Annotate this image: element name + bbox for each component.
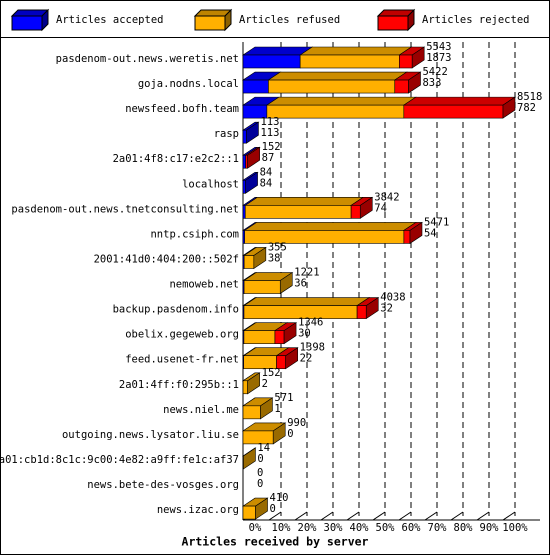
y-tick-label: news.izac.org xyxy=(157,504,239,516)
bar xyxy=(268,80,394,93)
accepted-label: 0 xyxy=(257,478,263,490)
x-tick-label: 80% xyxy=(454,522,474,534)
legend-swatch xyxy=(378,16,408,30)
y-tick-label: backup.pasdenom.info xyxy=(113,304,239,316)
legend-swatch xyxy=(12,16,42,30)
x-tick-label: 70% xyxy=(428,522,448,534)
legend-swatch xyxy=(195,16,225,30)
bar xyxy=(243,55,300,68)
bar xyxy=(243,406,260,419)
y-tick-label: news.bete-des-vosges.org xyxy=(87,479,239,491)
accepted-label: 32 xyxy=(380,303,393,315)
bar xyxy=(300,55,399,68)
bar xyxy=(243,506,256,519)
y-tick-label: 2a01:4f8:c17:e2c2::1 xyxy=(113,153,239,165)
x-tick-label: 40% xyxy=(350,522,370,534)
bar-top xyxy=(300,47,411,55)
y-tick-label: nntp.csiph.com xyxy=(150,228,239,240)
y-tick-label: 2a01:cb1d:8c1c:9c00:4e82:a9ff:fe1c:af37 xyxy=(0,454,239,466)
bar-top xyxy=(404,97,515,105)
accepted-label: 87 xyxy=(262,152,275,164)
accepted-label: 1 xyxy=(274,403,280,415)
axis-title: Articles received by server xyxy=(182,535,369,549)
bar xyxy=(395,80,409,93)
x-tick-label: 10% xyxy=(272,522,292,534)
x-tick-label: 0% xyxy=(249,522,262,534)
bar xyxy=(267,105,404,118)
x-tick-label: 20% xyxy=(298,522,318,534)
accepted-label: 2 xyxy=(262,378,268,390)
x-tick-label: 30% xyxy=(324,522,344,534)
y-tick-label: pasdenom-out.news.tnetconsulting.net xyxy=(11,203,239,215)
bar xyxy=(351,205,360,218)
bar xyxy=(243,130,246,143)
bar xyxy=(243,155,246,168)
legend-label: Articles accepted xyxy=(56,14,163,26)
y-tick-label: newsfeed.bofh.team xyxy=(125,103,239,115)
bar xyxy=(243,205,245,218)
x-tick-label: 90% xyxy=(480,522,500,534)
y-tick-label: rasp xyxy=(214,128,239,140)
accepted-label: 22 xyxy=(300,353,313,365)
accepted-label: 833 xyxy=(422,77,441,89)
y-tick-label: obelix.gegeweb.org xyxy=(125,329,239,341)
accepted-label: 30 xyxy=(298,328,311,340)
bar xyxy=(399,55,412,68)
accepted-label: 782 xyxy=(517,102,536,114)
bar xyxy=(243,180,246,193)
y-tick-label: localhost xyxy=(182,178,239,190)
y-tick-label: pasdenom-out.news.weretis.net xyxy=(56,53,239,65)
bar xyxy=(275,331,284,344)
accepted-label: 38 xyxy=(268,252,281,264)
accepted-label: 74 xyxy=(374,202,387,214)
y-tick-label: news.niel.me xyxy=(163,404,239,416)
accepted-label: 84 xyxy=(260,177,273,189)
accepted-label: 0 xyxy=(257,453,263,465)
y-tick-label: goja.nodns.local xyxy=(138,78,239,90)
bar-top xyxy=(244,298,369,306)
bar xyxy=(244,255,254,268)
bar xyxy=(404,105,503,118)
accepted-label: 0 xyxy=(270,503,276,515)
y-tick-label: feed.usenet-fr.net xyxy=(125,354,239,366)
x-tick-label: 60% xyxy=(402,522,422,534)
bar-top xyxy=(245,222,416,230)
bar xyxy=(244,331,275,344)
x-tick-label: 50% xyxy=(376,522,396,534)
bar xyxy=(245,205,351,218)
accepted-label: 1873 xyxy=(426,52,451,64)
legend-label: Articles refused xyxy=(239,14,340,26)
y-tick-label: 2a01:4ff:f0:295b::1 xyxy=(119,379,239,391)
bar xyxy=(243,80,268,93)
accepted-label: 54 xyxy=(424,227,437,239)
accepted-label: 113 xyxy=(260,127,279,139)
x-tick-label: 100% xyxy=(502,522,528,534)
accepted-label: 36 xyxy=(294,278,307,290)
bar-top xyxy=(268,72,406,80)
y-tick-label: 2001:41d0:404:200::502f xyxy=(94,253,239,265)
bar-top xyxy=(267,97,416,105)
bar xyxy=(404,230,410,243)
bar xyxy=(244,281,280,294)
legend-label: Articles rejected xyxy=(422,14,529,26)
bar xyxy=(357,306,366,319)
bar xyxy=(243,381,248,394)
accepted-label: 0 xyxy=(287,428,293,440)
y-tick-label: nemoweb.net xyxy=(169,279,239,291)
bar-top xyxy=(245,197,363,205)
y-tick-label: outgoing.news.lysator.liu.se xyxy=(62,429,239,441)
